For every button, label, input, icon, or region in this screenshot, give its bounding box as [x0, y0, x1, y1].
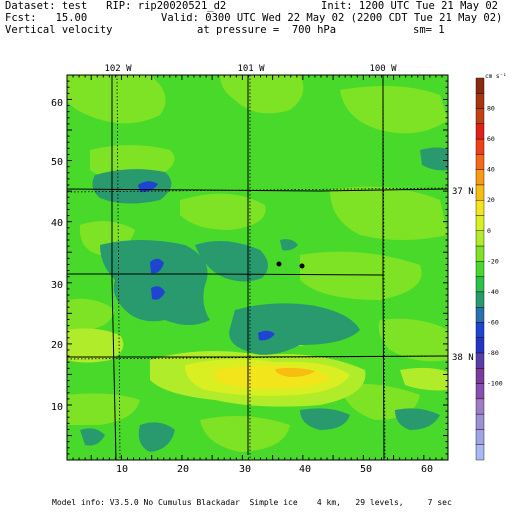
- lat-label: 38 N: [452, 353, 474, 363]
- colorbar-swatch: [475, 368, 485, 384]
- colorbar-label: -80: [487, 349, 499, 357]
- y-tick-label: 60: [51, 98, 63, 109]
- colorbar-swatch: [475, 291, 485, 308]
- colorbar-swatch: [475, 429, 485, 445]
- station-marker: [276, 261, 282, 267]
- colorbar-swatch: [475, 169, 485, 186]
- colorbar-label: 20: [487, 196, 495, 204]
- colorbar-swatch: [475, 276, 485, 293]
- colorbar-swatch: [475, 398, 485, 415]
- lat-lon-grid: [66, 74, 449, 461]
- header-pressure-level: at pressure = 700 hPa: [197, 24, 337, 36]
- colorbar-swatch: [475, 138, 485, 155]
- colorbar-unit: cm s⁻¹: [485, 73, 507, 80]
- lon-label: 101 W: [237, 64, 265, 74]
- header-forecast-hour: Fcst: 15.00: [5, 12, 88, 24]
- colorbar-swatch: [475, 413, 485, 430]
- header-valid-time: Valid: 0300 UTC Wed 22 May 02 (2200 CDT …: [161, 12, 503, 24]
- x-axis-labels: 10 20 30 40 50 60: [116, 464, 433, 475]
- colorbar-swatch: [475, 352, 485, 369]
- colorbar-swatch: [475, 444, 485, 461]
- colorbar-label: 40: [487, 166, 495, 174]
- colorbar-swatch: [475, 123, 485, 140]
- colorbar-swatch: [475, 108, 485, 125]
- colorbar-swatch: [475, 230, 485, 247]
- x-tick-label: 10: [116, 464, 128, 475]
- colorbar-label: -100: [487, 380, 503, 388]
- longitude-labels: 102 W 101 W 100 W: [104, 64, 397, 74]
- colorbar-label: -20: [487, 257, 499, 265]
- lon-label: 102 W: [104, 64, 132, 74]
- colorbar-swatch: [475, 322, 485, 338]
- colorbar-swatch: [475, 77, 485, 94]
- y-tick-label: 30: [51, 280, 63, 291]
- colorbar-swatch: [475, 93, 485, 109]
- y-tick-label: 20: [51, 340, 63, 351]
- x-tick-label: 20: [177, 464, 189, 475]
- axis-ticks: [66, 74, 449, 461]
- header-smoothing: sm= 1: [413, 24, 445, 36]
- lat-label: 37 N: [452, 187, 474, 197]
- footer-model-info: Model info: V3.5.0 No Cumulus Blackadar …: [52, 498, 452, 507]
- latitude-labels: 37 N 38 N: [452, 187, 474, 363]
- x-tick-label: 30: [239, 464, 251, 475]
- colorbar: [475, 77, 485, 461]
- colorbar-labels: 80 60 40 20 0 -20 -40 -60 -80 -100: [487, 105, 503, 388]
- colorbar-label: -40: [487, 288, 499, 296]
- colorbar-swatch: [475, 307, 485, 323]
- station-marker: [299, 263, 305, 269]
- x-tick-label: 60: [421, 464, 433, 475]
- colorbar-swatch: [475, 261, 485, 277]
- colorbar-swatch: [475, 383, 485, 400]
- header-dataset: Dataset: test RIP: rip20020521_d2: [5, 0, 227, 12]
- lon-label: 100 W: [369, 64, 397, 74]
- station-markers: [276, 261, 305, 269]
- colorbar-swatch: [475, 337, 485, 354]
- colorbar-swatch: [475, 215, 485, 232]
- y-tick-label: 10: [51, 402, 63, 413]
- header-init-time: Init: 1200 UTC Tue 21 May 02: [321, 0, 499, 12]
- y-tick-label: 50: [51, 157, 63, 168]
- colorbar-label: 60: [487, 135, 495, 143]
- colorbar-label: 80: [487, 105, 495, 113]
- plot-frame: [66, 74, 449, 461]
- colorbar-label: 0: [487, 227, 491, 235]
- y-tick-label: 40: [51, 218, 63, 229]
- colorbar-swatch: [475, 154, 485, 170]
- y-axis-labels: 60 50 40 30 20 10: [51, 98, 63, 413]
- colorbar-label: -60: [487, 318, 499, 326]
- colorbar-swatch: [475, 184, 485, 201]
- x-tick-label: 40: [299, 464, 311, 475]
- contour-field: [67, 75, 448, 460]
- x-tick-label: 50: [360, 464, 372, 475]
- header-field-name: Vertical velocity: [5, 24, 113, 36]
- colorbar-swatch: [475, 245, 485, 262]
- colorbar-swatch: [475, 200, 485, 216]
